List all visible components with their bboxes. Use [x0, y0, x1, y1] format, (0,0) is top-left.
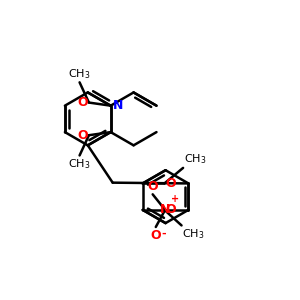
Text: +: +	[171, 194, 179, 204]
Text: O: O	[166, 177, 176, 190]
Text: N: N	[160, 203, 170, 216]
Text: O: O	[147, 180, 158, 193]
Text: CH$_3$: CH$_3$	[182, 227, 205, 241]
Text: CH$_3$: CH$_3$	[68, 67, 91, 81]
Text: CH$_3$: CH$_3$	[68, 157, 91, 171]
Text: O: O	[77, 96, 88, 109]
Text: -: -	[161, 229, 166, 238]
Text: O: O	[77, 129, 88, 142]
Text: CH$_3$: CH$_3$	[184, 152, 206, 166]
Text: N: N	[113, 99, 124, 112]
Text: O: O	[166, 203, 176, 216]
Text: O: O	[151, 229, 161, 242]
